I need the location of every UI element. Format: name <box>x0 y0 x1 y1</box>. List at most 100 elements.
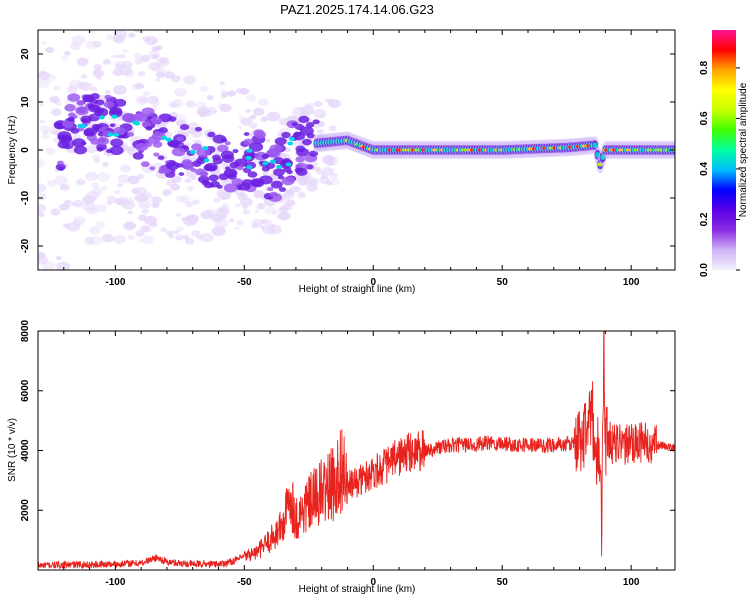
spectrogram-blob <box>277 175 284 180</box>
spectrogram-noise-blob <box>96 171 111 182</box>
spectrogram-blob <box>88 104 100 113</box>
spectrogram-hotspot <box>111 114 118 119</box>
spectrogram-noise-blob <box>72 202 77 206</box>
spectrogram-noise-blob <box>186 185 195 192</box>
spectrogram-noise-blob <box>135 82 145 90</box>
spectrogram-noise-blob <box>184 178 192 184</box>
spectrogram-blob <box>195 157 206 165</box>
spectrogram-noise-blob <box>179 195 191 204</box>
spectrogram-blob <box>261 153 270 159</box>
spectrogram-hotspot <box>245 155 252 160</box>
spectrogram-noise-blob <box>113 30 128 40</box>
spectrogram-noise-blob <box>117 174 131 184</box>
spectrogram-noise-blob <box>251 223 259 229</box>
spectrogram-noise-blob <box>114 198 124 205</box>
spectrogram-noise-blob <box>133 30 144 33</box>
spectrogram-noise-blob <box>137 238 143 243</box>
spectrogram-noise-blob <box>183 132 190 137</box>
spectrogram-noise-blob <box>59 184 69 191</box>
x-tick-label: 50 <box>497 277 509 288</box>
spectrogram-y-ticks: -20 -10 0 10 20 <box>20 48 675 253</box>
spectrogram-blob <box>221 154 235 163</box>
x-tick-label: 0 <box>370 277 376 288</box>
spectrogram-noise-blob <box>271 210 277 215</box>
spectrogram-noise-blob <box>116 183 123 188</box>
colorbar-tick-label: 0.6 <box>699 111 710 125</box>
spectrogram-blob <box>149 166 156 171</box>
spectrogram-noise-blob <box>112 11 121 17</box>
spectrogram-noise-blob <box>80 74 88 79</box>
y-tick-label: 10 <box>20 96 31 108</box>
spectrogram-noise-blob <box>46 180 57 187</box>
spectrogram-noise-blob <box>121 60 133 69</box>
spectrogram-noise-blob <box>265 138 271 143</box>
spectrogram-noise-blob <box>137 71 146 77</box>
spectrogram-noise-blob <box>141 208 149 214</box>
spectrogram-noise-blob <box>284 147 291 153</box>
spectrogram-noise-blob <box>200 232 214 243</box>
spectrogram-noise-blob <box>282 203 293 211</box>
spectrogram-noise-blob <box>242 209 250 215</box>
spectrogram-noise-blob <box>249 114 257 120</box>
spectrogram-noise-blob <box>283 190 295 199</box>
spectrogram-noise-blob <box>147 95 159 104</box>
spectrogram-blob <box>135 142 148 152</box>
spectrogram-noise-blob <box>88 8 96 14</box>
spectrogram-noise-blob <box>90 86 98 92</box>
spectrogram-blob <box>72 138 86 148</box>
spectrogram-noise-blob <box>261 219 268 224</box>
spectrogram-noise-blob <box>204 208 218 218</box>
spectrogram-noise-blob <box>85 30 97 33</box>
spectrogram-noise-blob <box>314 101 323 107</box>
spectrogram-noise-blob <box>213 197 221 203</box>
spectrogram-noise-blob <box>185 201 194 208</box>
spectrogram-noise-blob <box>123 69 135 78</box>
spectrogram-blob <box>67 116 75 122</box>
spectrogram-blob <box>250 179 262 187</box>
spectrogram-noise-blob <box>151 53 160 60</box>
spectrogram-noise-blob <box>328 99 341 109</box>
spectrogram-blob <box>278 187 287 192</box>
spectrogram-blob <box>67 93 81 102</box>
spectrogram-noise-blob <box>234 202 241 208</box>
spectrogram-blob <box>126 131 135 137</box>
spectrogram-noise-blob <box>192 176 197 181</box>
spectrogram-noise-blob <box>217 103 225 109</box>
spectrogram-y-label: Frequency (Hz) <box>7 116 18 185</box>
spectrogram-hotspot <box>262 161 269 166</box>
spectrogram-noise-blob <box>222 203 229 208</box>
spectrogram-blob <box>178 172 185 176</box>
spectrogram-noise-blob <box>72 199 84 208</box>
spectrogram-blob <box>103 101 115 109</box>
spectrogram-noise-blob <box>185 142 191 147</box>
spectrogram-hotspot <box>285 162 292 167</box>
spectrogram-noise-blob <box>307 176 319 184</box>
spectrogram-noise-blob <box>38 203 47 213</box>
snr-x-label: Height of straight line (km) <box>299 584 416 595</box>
spectrogram-noise-blob <box>91 186 104 196</box>
spectrogram-noise-blob <box>293 186 303 193</box>
spectrogram-noise-blob <box>50 208 61 216</box>
spectrogram-noise-blob <box>252 107 265 116</box>
spectrogram-hotspot <box>246 148 253 153</box>
spectrogram-blob <box>104 94 112 100</box>
spectrogram-noise-blob <box>150 62 165 73</box>
spectrogram-noise-blob <box>322 166 334 176</box>
spectrogram-blob <box>258 175 273 185</box>
spectrogram-blob <box>247 171 258 178</box>
spectrogram-blob <box>269 191 278 198</box>
spectrogram-noise-blob <box>64 199 71 205</box>
spectrogram-noise-blob <box>165 179 177 187</box>
spectrogram-noise-blob <box>96 75 102 80</box>
spectrogram-noise-blob <box>119 70 124 74</box>
spectrogram-blob <box>166 161 180 170</box>
spectrogram-blob <box>95 99 105 106</box>
y-tick-label: 2000 <box>20 499 31 522</box>
spectrogram-blob <box>158 113 173 123</box>
spectrogram-noise-blob <box>56 261 71 270</box>
spectrogram-noise-blob <box>261 170 269 176</box>
spectrogram-noise-blob <box>98 10 109 18</box>
spectrogram-blob <box>231 178 243 186</box>
spectrogram-noise-blob <box>253 189 262 196</box>
